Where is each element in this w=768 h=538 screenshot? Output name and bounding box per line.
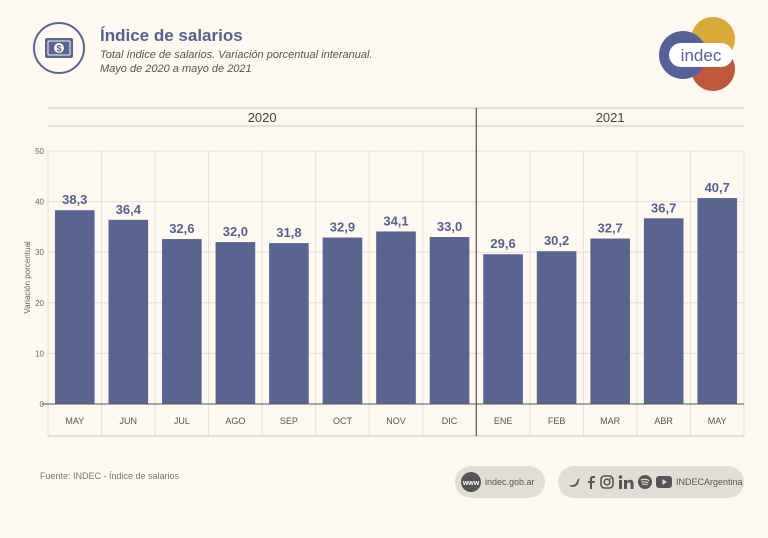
bar — [108, 219, 149, 404]
bar-value-label: 30,2 — [544, 233, 569, 248]
logo-pill — [669, 43, 733, 67]
x-tick-label: JUN — [120, 416, 138, 426]
x-tick-label: AGO — [225, 416, 245, 426]
x-tick-label: MAY — [65, 416, 84, 426]
bar-value-label: 38,3 — [62, 192, 87, 207]
money-bill-icon: $ — [33, 22, 85, 74]
bar — [54, 210, 95, 404]
x-tick-label: DIC — [442, 416, 458, 426]
y-tick-label: 20 — [35, 299, 44, 308]
bar — [643, 218, 684, 404]
bar-value-label: 36,7 — [651, 200, 676, 215]
web-icon: www — [461, 472, 481, 492]
linkedin-icon[interactable] — [618, 475, 634, 489]
bar — [376, 231, 416, 404]
bar — [162, 239, 202, 404]
x-tick-label: NOV — [386, 416, 406, 426]
bar-value-label: 34,1 — [383, 213, 408, 228]
x-tick-label: ENE — [494, 416, 513, 426]
bar — [536, 251, 577, 404]
bar — [697, 198, 738, 404]
svg-text:$: $ — [56, 44, 61, 54]
subtitle-line-2: Mayo de 2020 a mayo de 2021 — [100, 63, 252, 75]
bar-value-label: 33,0 — [437, 219, 462, 234]
instagram-icon[interactable] — [600, 475, 614, 489]
logo-text: indec — [681, 46, 722, 65]
social-icons — [568, 475, 672, 489]
bar-value-label: 40,7 — [705, 180, 730, 195]
subtitle: Total índice de salarios. Variación porc… — [100, 48, 373, 76]
bar-value-label: 29,6 — [490, 236, 515, 251]
y-tick-label: 30 — [35, 248, 44, 257]
y-axis-label: Variación porcentual — [23, 241, 32, 314]
bar-value-label: 32,0 — [223, 224, 248, 239]
x-tick-label: SEP — [280, 416, 298, 426]
x-tick-label: OCT — [333, 416, 353, 426]
subtitle-line-1: Total índice de salarios. Variación porc… — [100, 49, 373, 61]
bar-value-label: 36,4 — [116, 202, 142, 217]
bar-value-label: 31,8 — [276, 225, 301, 240]
page-title: Índice de salarios — [100, 26, 243, 45]
x-tick-label: JUL — [174, 416, 190, 426]
year-label: 2021 — [596, 110, 625, 125]
x-tick-label: MAY — [708, 416, 727, 426]
x-tick-label: MAR — [600, 416, 621, 426]
youtube-icon[interactable] — [656, 476, 672, 488]
svg-text:www: www — [462, 480, 480, 487]
web-link[interactable]: www indec.gob.ar — [455, 466, 545, 498]
bar — [322, 237, 363, 404]
social-label: INDECArgentina — [676, 477, 743, 487]
indec-logo: indec — [659, 17, 735, 91]
year-label: 2020 — [248, 110, 277, 125]
source-note: Fuente: INDEC - Índice de salarios — [40, 471, 180, 481]
bar-value-label: 32,6 — [169, 221, 194, 236]
bar — [483, 254, 523, 404]
x-tick-label: FEB — [548, 416, 566, 426]
spotify-icon[interactable] — [638, 475, 652, 489]
facebook-icon[interactable] — [586, 475, 596, 489]
bar — [215, 242, 256, 404]
y-tick-label: 50 — [35, 147, 44, 156]
y-tick-label: 10 — [35, 349, 44, 358]
web-label: indec.gob.ar — [485, 477, 535, 487]
social-links[interactable]: INDECArgentina — [558, 466, 744, 498]
x-tick-label: ABR — [654, 416, 673, 426]
bar — [590, 238, 630, 404]
bar — [429, 237, 470, 404]
twitter-icon[interactable] — [568, 475, 582, 489]
bar-value-label: 32,9 — [330, 220, 355, 235]
y-tick-label: 40 — [35, 198, 44, 207]
bar — [269, 243, 309, 404]
bar-value-label: 32,7 — [597, 221, 622, 236]
